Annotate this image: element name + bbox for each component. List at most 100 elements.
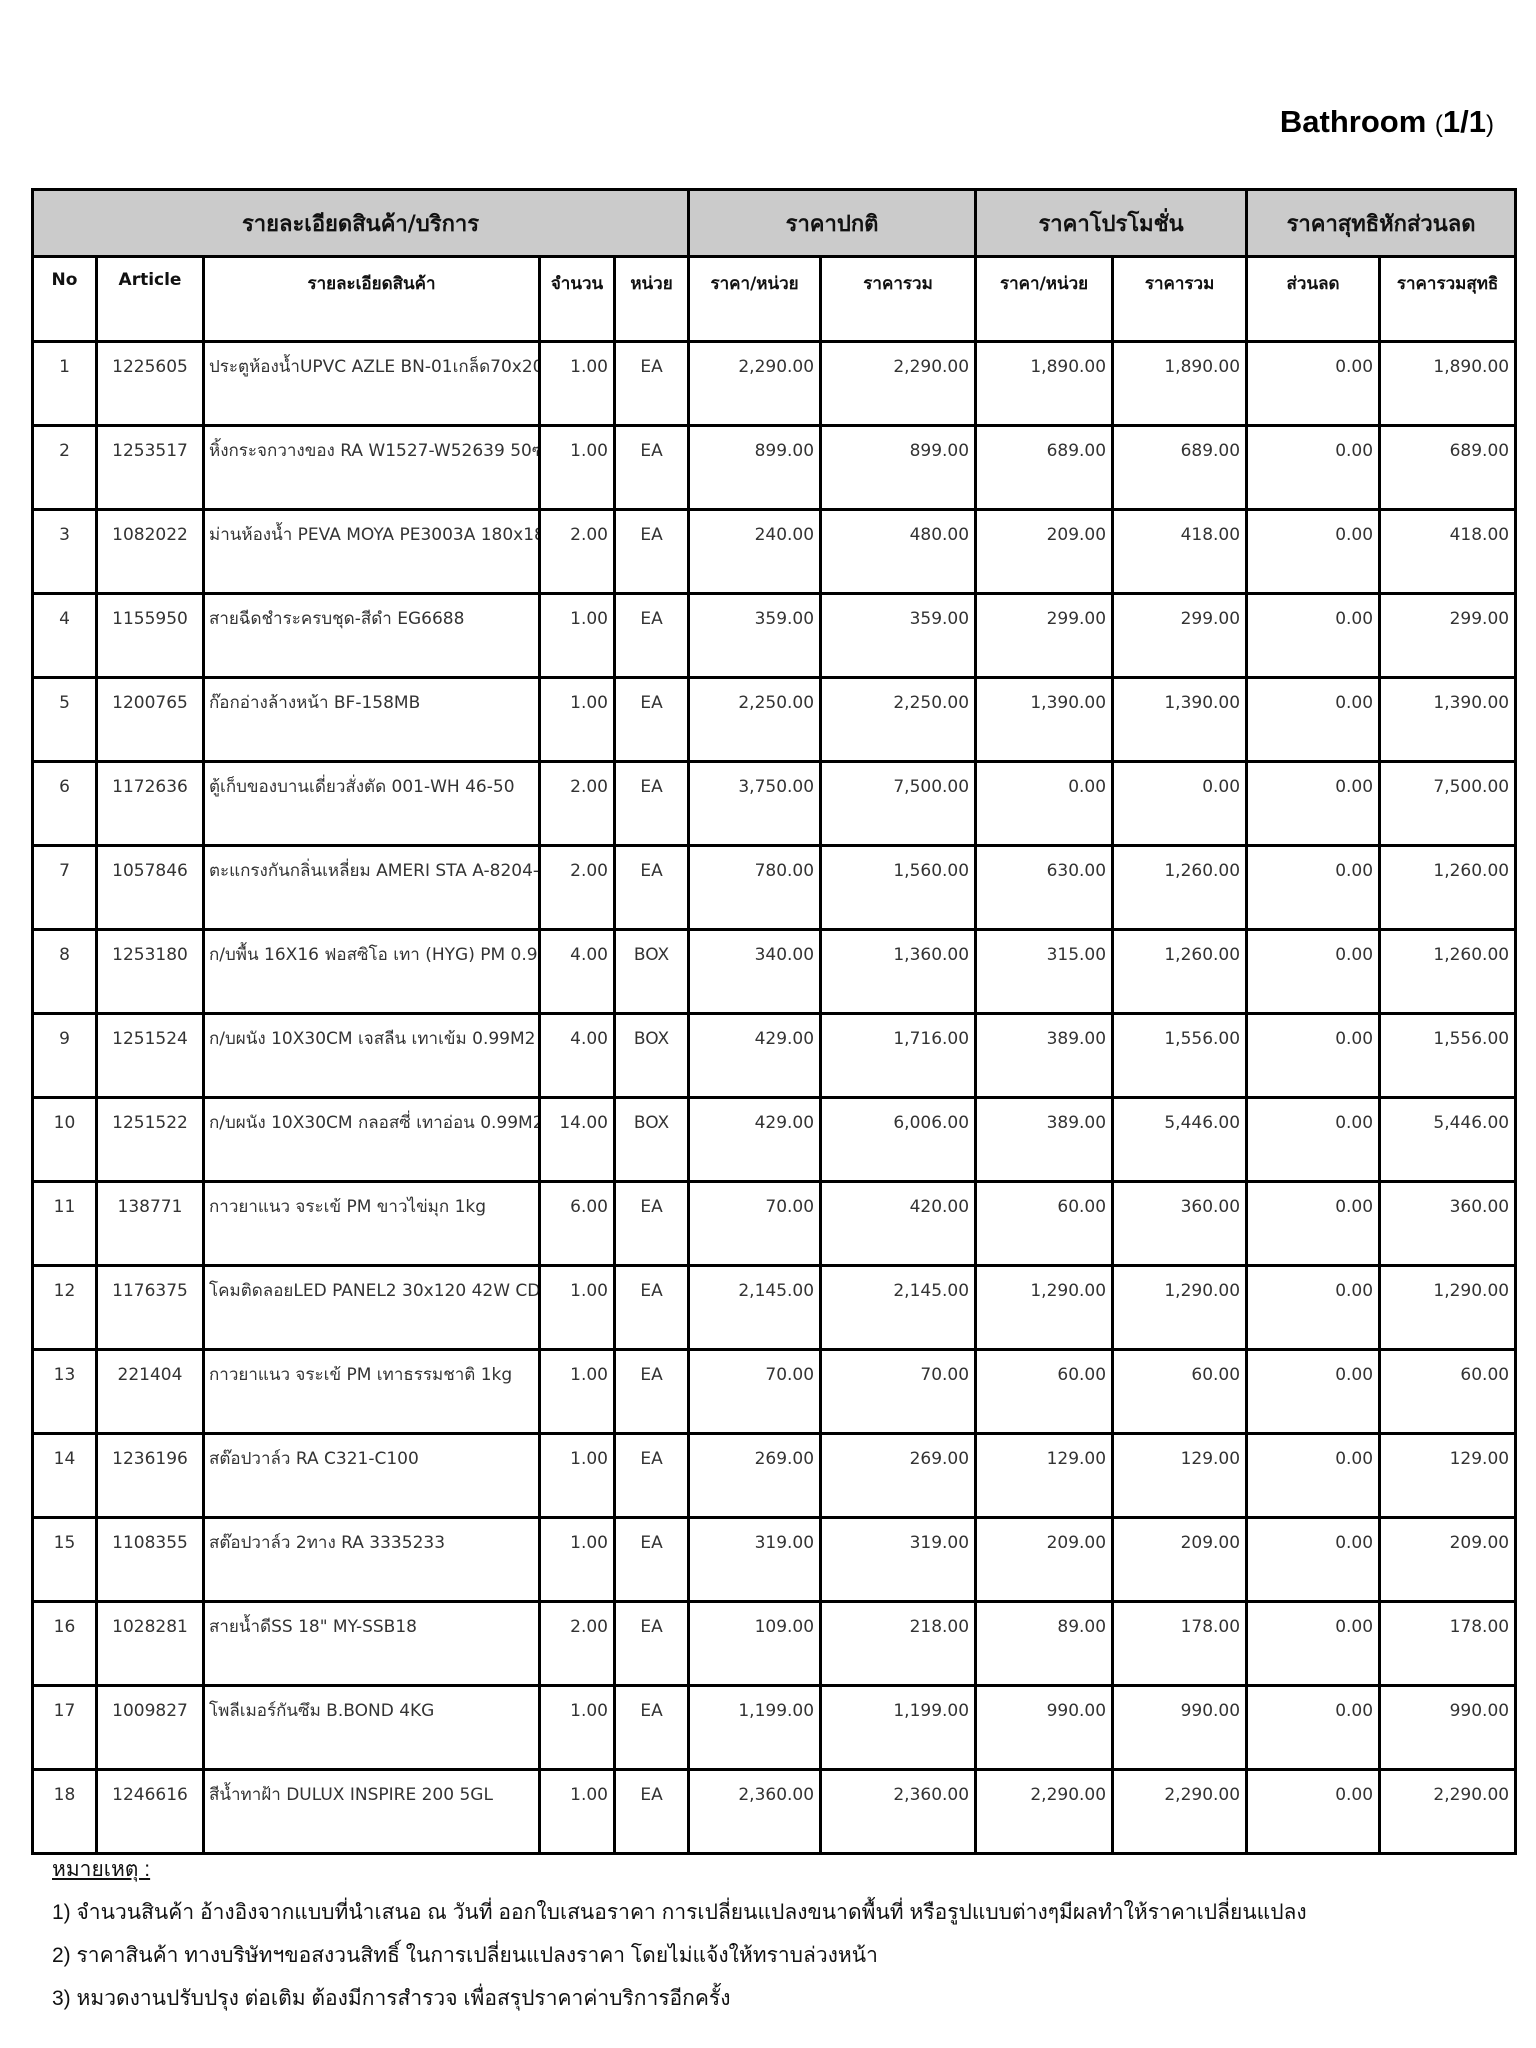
cell-unit: EA [612, 1516, 691, 1603]
cell-discount: 0.00 [1245, 424, 1382, 511]
cell-description: ก๊อกอ่างล้างหน้า BF-158MB [202, 676, 541, 763]
cell-quantity: 1.00 [538, 1432, 616, 1519]
cell-regular-unit-price: 269.00 [687, 1432, 823, 1519]
cell-description: โคมติดลอยLED PANEL2 30x120 42W CDW [202, 1264, 541, 1351]
cell-unit: EA [612, 1432, 691, 1519]
cell-net-total: 178.00 [1378, 1600, 1518, 1687]
cell-no: 14 [31, 1432, 98, 1519]
table-row: 8 1253180 ก/บพื้น 16X16 ฟอสซิโอ เทา (HYG) … [31, 928, 1518, 1015]
cell-article: 1009827 [95, 1684, 205, 1771]
cell-discount: 0.00 [1245, 340, 1382, 427]
cell-quantity: 4.00 [538, 928, 616, 1015]
cell-article: 1176375 [95, 1264, 205, 1351]
cell-unit: EA [612, 844, 691, 931]
cell-article: 1253180 [95, 928, 205, 1015]
cell-promo-unit-price: 60.00 [974, 1180, 1115, 1267]
cell-quantity: 1.00 [538, 1516, 616, 1603]
column-header-description: รายละเอียดสินค้า [202, 255, 541, 343]
cell-no: 2 [31, 424, 98, 511]
cell-regular-total: 2,290.00 [819, 340, 978, 427]
cell-promo-unit-price: 209.00 [974, 1516, 1115, 1603]
cell-regular-unit-price: 429.00 [687, 1096, 823, 1183]
cell-article: 1028281 [95, 1600, 205, 1687]
cell-discount: 0.00 [1245, 508, 1382, 595]
cell-promo-unit-price: 1,890.00 [974, 340, 1115, 427]
cell-promo-total: 1,260.00 [1111, 844, 1249, 931]
cell-regular-total: 1,199.00 [819, 1684, 978, 1771]
cell-promo-unit-price: 315.00 [974, 928, 1115, 1015]
note-item: 2) ราคาสินค้า ทางบริษัทฯขอสงวนสิทธิ์ ในก… [52, 1944, 878, 1967]
cell-promo-total: 1,890.00 [1111, 340, 1249, 427]
cell-description: ตู้เก็บของบานเดี่ยวสั่งตัด 001-WH 46-50 [202, 760, 541, 847]
section-name: Bathroom [1279, 104, 1427, 139]
cell-promo-unit-price: 389.00 [974, 1012, 1115, 1099]
cell-quantity: 6.00 [538, 1180, 616, 1267]
cell-unit: EA [612, 1264, 691, 1351]
cell-regular-total: 359.00 [819, 592, 978, 679]
cell-promo-unit-price: 1,390.00 [974, 676, 1115, 763]
column-header-unit: หน่วย [612, 255, 691, 343]
group-header-promo-price: ราคาโปรโมชั่น [974, 188, 1249, 258]
cell-promo-unit-price: 129.00 [974, 1432, 1115, 1519]
cell-description: สายฉีดชำระครบชุด-สีดำ EG6688 [202, 592, 541, 679]
cell-article: 138771 [95, 1180, 205, 1267]
cell-promo-total: 689.00 [1111, 424, 1249, 511]
cell-no: 1 [31, 340, 98, 427]
cell-promo-total: 299.00 [1111, 592, 1249, 679]
cell-discount: 0.00 [1245, 1096, 1382, 1183]
cell-regular-total: 6,006.00 [819, 1096, 978, 1183]
cell-net-total: 2,290.00 [1378, 1768, 1518, 1855]
cell-description: ก/บพื้น 16X16 ฟอสซิโอ เทา (HYG) PM 0.96M [202, 928, 541, 1015]
table-row: 15 1108355 สต๊อปวาล์ว 2ทาง RA 3335233 1.00 E… [31, 1516, 1518, 1603]
cell-discount: 0.00 [1245, 592, 1382, 679]
cell-net-total: 129.00 [1378, 1432, 1518, 1519]
cell-discount: 0.00 [1245, 1684, 1382, 1771]
cell-article: 1155950 [95, 592, 205, 679]
cell-article: 1225605 [95, 340, 205, 427]
cell-net-total: 1,890.00 [1378, 340, 1518, 427]
cell-unit: EA [612, 676, 691, 763]
cell-promo-unit-price: 299.00 [974, 592, 1115, 679]
cell-unit: EA [612, 1600, 691, 1687]
cell-promo-total: 209.00 [1111, 1516, 1249, 1603]
cell-quantity: 2.00 [538, 760, 616, 847]
cell-net-total: 1,260.00 [1378, 928, 1518, 1015]
table-row: 16 1028281 สายน้ำดีSS 18" MY-SSB18 2.00 EA 10… [31, 1600, 1518, 1687]
cell-net-total: 1,556.00 [1378, 1012, 1518, 1099]
cell-net-total: 5,446.00 [1378, 1096, 1518, 1183]
table-row: 12 1176375 โคมติดลอยLED PANEL2 30x120 42W … [31, 1264, 1518, 1351]
cell-description: ก/บผนัง 10X30CM เจสลีน เทาเข้ม 0.99M2 [202, 1012, 541, 1099]
cell-no: 9 [31, 1012, 98, 1099]
cell-net-total: 209.00 [1378, 1516, 1518, 1603]
cell-article: 1251522 [95, 1096, 205, 1183]
notes-section: หมายเหตุ : 1) จำนวนสินค้า อ้างอิงจากแบบท… [52, 1848, 1307, 2020]
cell-discount: 0.00 [1245, 676, 1382, 763]
cell-description: สต๊อปวาล์ว RA C321-C100 [202, 1432, 541, 1519]
cell-regular-unit-price: 2,360.00 [687, 1768, 823, 1855]
column-header-discount: ส่วนลด [1245, 255, 1382, 343]
quotation-table: รายละเอียดสินค้า/บริการ ราคาปกติ ราคาโปร… [30, 188, 1518, 1855]
cell-no: 5 [31, 676, 98, 763]
cell-promo-total: 360.00 [1111, 1180, 1249, 1267]
column-header-net-total: ราคารวมสุทธิ [1378, 255, 1518, 343]
cell-no: 15 [31, 1516, 98, 1603]
cell-net-total: 689.00 [1378, 424, 1518, 511]
cell-quantity: 1.00 [538, 1348, 616, 1435]
column-header-promo-unit-price: ราคา/หน่วย [974, 255, 1115, 343]
cell-quantity: 1.00 [538, 340, 616, 427]
cell-promo-total: 990.00 [1111, 1684, 1249, 1771]
cell-regular-total: 2,360.00 [819, 1768, 978, 1855]
cell-promo-total: 60.00 [1111, 1348, 1249, 1435]
cell-regular-unit-price: 359.00 [687, 592, 823, 679]
cell-regular-total: 480.00 [819, 508, 978, 595]
cell-regular-unit-price: 70.00 [687, 1180, 823, 1267]
cell-no: 6 [31, 760, 98, 847]
table-row: 10 1251522 ก/บผนัง 10X30CM กลอสซี่ เทาอ่อน… [31, 1096, 1518, 1183]
cell-regular-total: 420.00 [819, 1180, 978, 1267]
cell-regular-unit-price: 899.00 [687, 424, 823, 511]
cell-promo-total: 1,260.00 [1111, 928, 1249, 1015]
cell-net-total: 7,500.00 [1378, 760, 1518, 847]
cell-no: 3 [31, 508, 98, 595]
cell-regular-unit-price: 2,290.00 [687, 340, 823, 427]
cell-promo-unit-price: 209.00 [974, 508, 1115, 595]
